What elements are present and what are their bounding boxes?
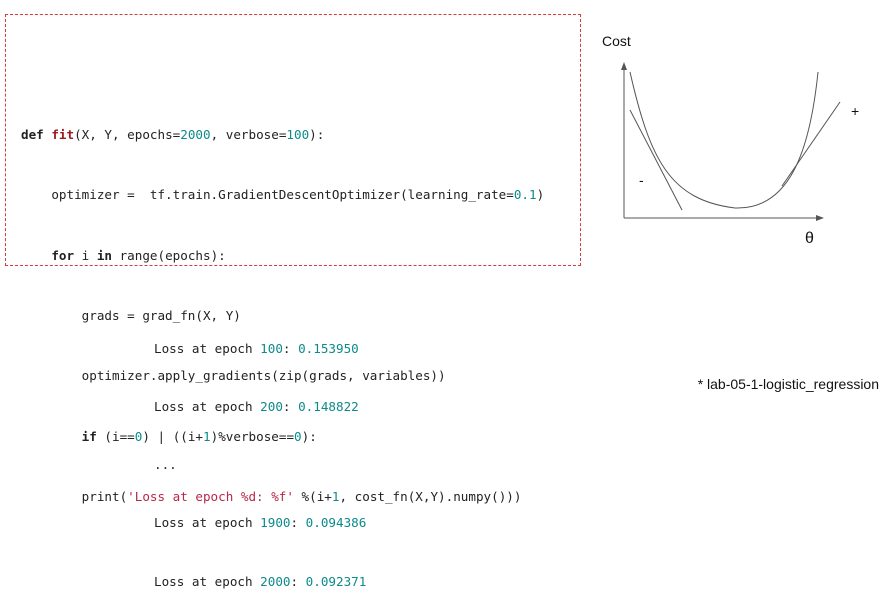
code-token: , verbose=	[210, 127, 287, 143]
output-prefix: Loss at epoch	[154, 515, 261, 531]
console-output: Loss at epoch 100: 0.153950 Loss at epoc…	[154, 300, 366, 610]
keyword-for: for	[51, 247, 75, 263]
output-epoch: 100	[260, 340, 283, 356]
cost-diagram: Cost θ - +	[602, 33, 859, 247]
output-loss: 0.094386	[305, 515, 367, 531]
x-axis-arrow	[816, 215, 824, 221]
code-token: optimizer.apply_gradients(zip(grads, var…	[21, 368, 446, 384]
code-line-1: def fit(X, Y, epochs=2000, verbose=100):	[21, 125, 544, 145]
output-epoch: 200	[260, 399, 283, 415]
keyword-def: def	[21, 127, 44, 143]
output-row: Loss at epoch 200: 0.148822	[154, 397, 366, 416]
right-tangent-line	[781, 101, 841, 187]
output-loss: 0.092371	[305, 573, 367, 589]
left-tangent-line	[629, 109, 683, 211]
output-ellipsis: ...	[154, 457, 177, 473]
y-axis-arrow	[621, 62, 627, 70]
code-line-5: optimizer.apply_gradients(zip(grads, var…	[21, 366, 544, 386]
code-token: ):	[309, 127, 325, 143]
output-sep: :	[282, 399, 299, 415]
output-row: Loss at epoch 100: 0.153950	[154, 339, 366, 358]
keyword-in: in	[96, 247, 113, 263]
output-sep: :	[290, 515, 306, 531]
code-token: range(epochs):	[112, 247, 226, 263]
output-loss: 0.153950	[298, 340, 359, 356]
code-token: , cost_fn(X,Y).numpy()))	[339, 488, 522, 504]
code-token: print(	[21, 488, 128, 504]
code-number: 0	[134, 428, 143, 444]
code-indent	[21, 248, 51, 263]
code-number: 100	[286, 127, 310, 143]
code-number: 0.1	[513, 187, 537, 203]
output-epoch: 2000	[260, 573, 291, 589]
y-axis-label: Cost	[602, 33, 631, 49]
code-token: grads = grad_fn(X, Y)	[21, 308, 241, 324]
footnote: * lab-05-1-logistic_regression	[697, 376, 879, 392]
output-sep: :	[290, 573, 306, 589]
code-token: (X, Y, epochs=	[74, 127, 181, 143]
x-axis-label: θ	[805, 230, 814, 247]
minus-label: -	[639, 172, 644, 188]
plus-label: +	[851, 103, 859, 119]
output-prefix: Loss at epoch	[154, 573, 261, 589]
output-row: Loss at epoch 2000: 0.092371	[154, 572, 366, 591]
output-row: Loss at epoch 1900: 0.094386	[154, 513, 366, 532]
code-line-4: grads = grad_fn(X, Y)	[21, 306, 544, 326]
code-line-3: for i in range(epochs):	[21, 246, 544, 266]
code-token: )	[536, 187, 545, 203]
output-epoch: 1900	[260, 515, 291, 531]
code-token: optimizer = tf.train.GradientDescentOpti…	[21, 187, 514, 203]
cost-curve	[629, 71, 819, 209]
output-loss: 0.148822	[298, 399, 359, 415]
output-prefix: Loss at epoch	[154, 399, 261, 415]
code-indent	[21, 429, 82, 444]
output-sep: :	[282, 340, 299, 356]
code-line-2: optimizer = tf.train.GradientDescentOpti…	[21, 185, 544, 205]
code-token: (i==	[96, 428, 135, 444]
code-number: 2000	[180, 127, 211, 143]
output-prefix: Loss at epoch	[154, 340, 261, 356]
keyword-if: if	[81, 428, 97, 444]
code-token: i	[74, 247, 97, 263]
code-block: def fit(X, Y, epochs=2000, verbose=100):…	[5, 14, 581, 504]
function-name: fit	[51, 127, 75, 143]
